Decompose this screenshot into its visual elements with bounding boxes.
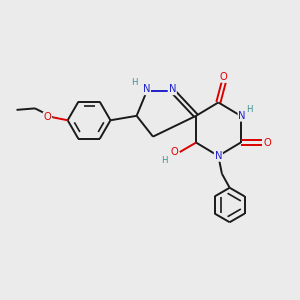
Text: O: O [44,112,51,122]
Text: O: O [220,72,228,82]
Text: N: N [143,84,150,94]
Text: H: H [161,156,167,165]
Text: N: N [214,151,222,161]
Text: H: H [246,105,252,114]
Text: O: O [170,147,178,157]
Text: N: N [169,84,176,94]
Text: H: H [131,78,138,87]
Text: N: N [238,111,246,121]
Text: O: O [263,138,271,148]
